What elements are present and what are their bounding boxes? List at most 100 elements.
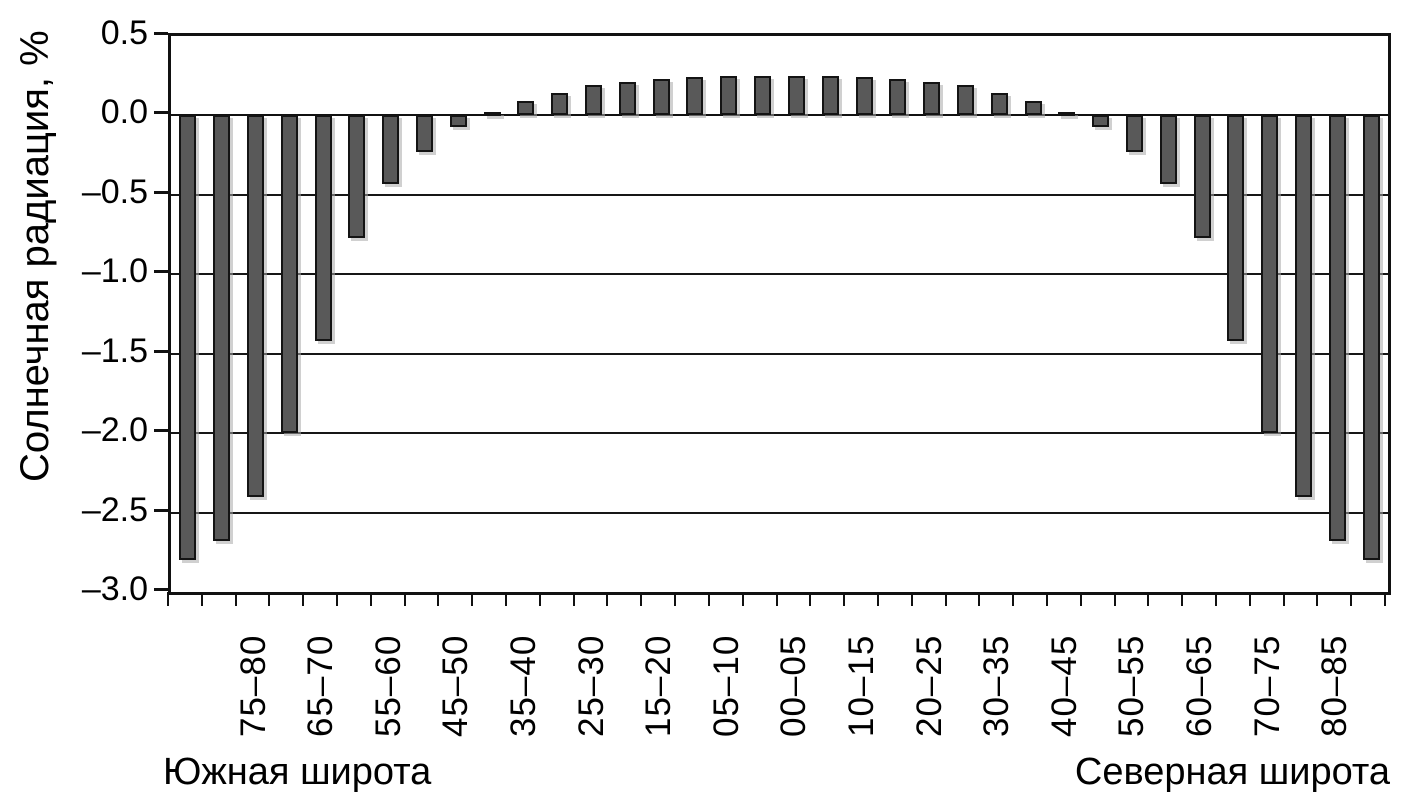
x-tick-label: 10–15 xyxy=(842,634,881,737)
bar xyxy=(990,93,1008,116)
gridline xyxy=(171,511,1388,514)
x-tick xyxy=(268,592,271,606)
y-tick xyxy=(154,190,168,194)
x-tick-label: 00–05 xyxy=(774,634,814,737)
gridline xyxy=(171,432,1388,435)
x-tick xyxy=(876,592,879,606)
x-tick xyxy=(978,592,981,606)
x-tick xyxy=(538,592,541,606)
x-tick xyxy=(1282,592,1285,606)
x-tick xyxy=(1012,592,1015,606)
x-tick xyxy=(843,592,846,606)
x-tick xyxy=(1079,592,1082,606)
bar xyxy=(1092,115,1110,127)
x-tick xyxy=(640,592,643,606)
y-tick xyxy=(154,32,168,35)
bar xyxy=(855,77,873,116)
x-tick xyxy=(572,592,575,606)
x-tick xyxy=(1350,592,1353,606)
x-tick-label: 75–80 xyxy=(233,634,273,737)
gridline xyxy=(171,193,1388,196)
x-tick xyxy=(336,592,339,606)
bar xyxy=(1159,115,1177,184)
bar xyxy=(280,115,298,434)
x-tick xyxy=(809,592,812,606)
x-tick-label: 65–70 xyxy=(301,634,341,737)
bar xyxy=(416,115,434,152)
x-tick-label: 25–30 xyxy=(571,634,611,737)
caption-north-latitude: Северная широта xyxy=(1074,751,1390,793)
bar xyxy=(1261,115,1279,434)
x-tick xyxy=(471,592,474,606)
x-tick xyxy=(1316,592,1319,606)
y-tick-label: –3.0 xyxy=(81,570,148,608)
caption-south-latitude: Южная широта xyxy=(163,751,432,793)
bar xyxy=(382,115,400,184)
x-tick-label: 30–35 xyxy=(977,634,1017,737)
x-tick-label: 35–40 xyxy=(503,634,543,737)
x-tick xyxy=(741,592,744,606)
x-tick-label: 15–20 xyxy=(639,634,679,737)
x-tick xyxy=(200,592,203,606)
x-tick xyxy=(1113,592,1116,606)
y-tick-label: 0.5 xyxy=(100,14,148,52)
x-tick-label: 50–55 xyxy=(1112,634,1152,737)
bar xyxy=(787,75,805,116)
x-tick xyxy=(1214,592,1217,606)
x-tick-label: 60–65 xyxy=(1180,634,1220,737)
plot-area xyxy=(168,33,1391,595)
bar xyxy=(754,75,772,116)
x-tick xyxy=(167,592,169,606)
bar xyxy=(1193,115,1211,238)
y-tick xyxy=(154,429,168,433)
x-tick-label: 05–10 xyxy=(706,634,746,737)
y-tick xyxy=(154,508,168,512)
x-tick xyxy=(707,592,710,606)
bar xyxy=(483,112,501,117)
bar xyxy=(686,77,704,116)
x-tick-label: 70–75 xyxy=(1247,634,1287,737)
bar xyxy=(1227,115,1245,341)
x-tick-label: 20–25 xyxy=(909,634,949,737)
y-tick xyxy=(154,349,168,353)
x-tick-label: 80–85 xyxy=(1315,634,1355,737)
bar xyxy=(213,115,231,542)
gridline xyxy=(171,352,1388,355)
x-tick xyxy=(234,592,237,606)
x-tick xyxy=(437,592,440,606)
x-tick xyxy=(944,592,947,606)
bar xyxy=(1058,112,1076,117)
bar xyxy=(585,85,603,116)
zero-baseline xyxy=(171,114,1388,117)
x-tick xyxy=(775,592,778,606)
y-tick-label: –2.5 xyxy=(81,490,148,529)
y-tick-label: –2.0 xyxy=(81,411,148,450)
bar xyxy=(449,115,467,127)
bar xyxy=(247,115,264,497)
bar xyxy=(517,101,535,116)
x-tick xyxy=(910,592,913,606)
bar xyxy=(179,115,197,561)
bar xyxy=(1362,115,1380,561)
bar xyxy=(889,78,907,116)
x-tick xyxy=(1045,592,1048,606)
x-tick xyxy=(302,592,305,606)
y-tick-label: –1.0 xyxy=(81,252,148,291)
bar xyxy=(618,82,636,116)
y-tick xyxy=(154,588,168,591)
x-tick xyxy=(1248,592,1251,606)
bar xyxy=(1024,101,1042,116)
bar xyxy=(1125,115,1143,152)
x-tick xyxy=(674,592,677,606)
y-tick-label: –0.5 xyxy=(81,172,148,211)
x-tick-label: 45–50 xyxy=(436,634,476,737)
bar xyxy=(1294,115,1312,497)
bar xyxy=(314,115,332,341)
x-tick-label: 55–60 xyxy=(368,634,408,737)
bar xyxy=(821,75,839,116)
y-tick xyxy=(154,270,168,274)
y-tick xyxy=(154,111,168,115)
x-tick xyxy=(505,592,508,606)
x-tick xyxy=(1147,592,1150,606)
y-tick-label: –1.5 xyxy=(81,331,148,370)
